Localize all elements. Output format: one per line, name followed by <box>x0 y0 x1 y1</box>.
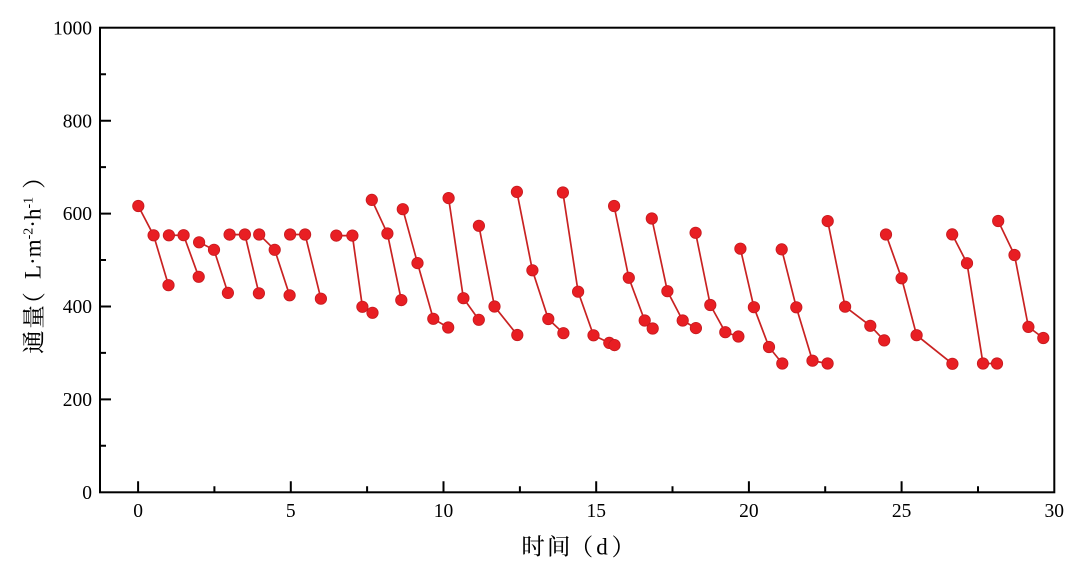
svg-text:d: d <box>596 535 608 560</box>
svg-text:10: 10 <box>434 501 454 522</box>
svg-text:200: 200 <box>63 390 92 411</box>
svg-text:1000: 1000 <box>53 18 92 39</box>
svg-text:0: 0 <box>133 501 143 522</box>
svg-text:25: 25 <box>892 501 912 522</box>
svg-text:800: 800 <box>63 111 92 132</box>
svg-text:20: 20 <box>739 501 759 522</box>
svg-text:0: 0 <box>82 483 92 504</box>
svg-text:600: 600 <box>63 204 92 225</box>
svg-text:15: 15 <box>586 501 606 522</box>
svg-text:5: 5 <box>286 501 296 522</box>
svg-text:30: 30 <box>1045 501 1065 522</box>
svg-text:400: 400 <box>63 297 92 318</box>
